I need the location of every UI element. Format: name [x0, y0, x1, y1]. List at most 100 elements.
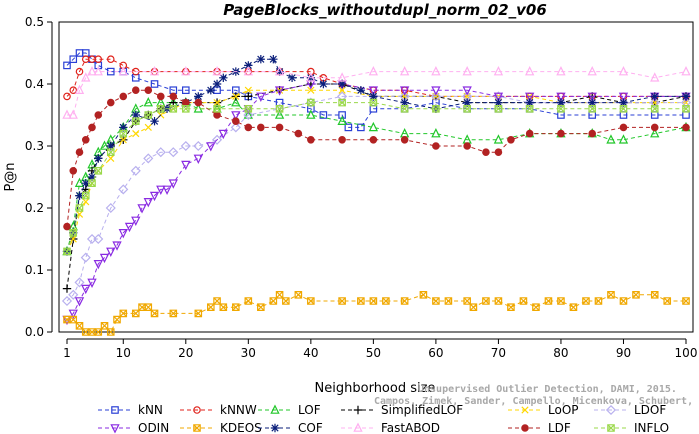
- data-point: [650, 92, 659, 101]
- data-point: [607, 291, 615, 299]
- x-tick-label: 50: [366, 346, 381, 360]
- data-point: [275, 123, 284, 132]
- data-point: [231, 97, 241, 107]
- data-point: [650, 128, 660, 138]
- data-point: [181, 105, 190, 113]
- data-point: [663, 297, 672, 305]
- data-point: [482, 148, 490, 157]
- chart-title: PageBlocks_withoutdupl_norm_02_v06: [223, 1, 547, 19]
- data-point: [131, 86, 140, 95]
- data-point: [274, 86, 285, 96]
- data-point: [357, 123, 365, 132]
- data-point: [399, 66, 410, 76]
- data-point: [494, 148, 503, 157]
- data-point: [307, 86, 315, 94]
- legend-label: LOF: [298, 403, 321, 417]
- data-point: [432, 105, 440, 113]
- series-inflo: [63, 98, 690, 256]
- data-point: [69, 167, 78, 175]
- data-point: [462, 66, 472, 76]
- data-point: [525, 129, 534, 138]
- data-point: [168, 147, 179, 158]
- data-point: [106, 141, 115, 151]
- data-point: [270, 404, 280, 414]
- data-point: [368, 86, 379, 96]
- y-tick-label: 0.0: [25, 325, 44, 339]
- data-point: [61, 295, 73, 307]
- data-point: [682, 297, 690, 305]
- data-point: [194, 98, 203, 107]
- data-point: [118, 184, 129, 195]
- watermark-line-1: Unsupervised Outlier Detection, DAMI, 20…: [418, 383, 677, 395]
- data-point: [168, 179, 178, 189]
- data-point: [307, 136, 315, 144]
- data-point: [213, 105, 221, 113]
- data-point: [130, 165, 141, 176]
- data-point: [419, 291, 428, 299]
- data-point: [680, 97, 692, 108]
- data-point: [650, 123, 659, 132]
- data-point: [194, 309, 203, 318]
- x-axis: 1 10 20 30 40 50 60 70 80 90 100: [63, 338, 697, 360]
- x-tick-label: 20: [178, 346, 193, 360]
- data-point: [507, 136, 515, 144]
- data-point: [463, 142, 471, 150]
- data-point: [353, 422, 363, 432]
- data-point: [618, 134, 629, 144]
- data-point: [400, 105, 409, 113]
- x-tick-label: 60: [428, 346, 443, 360]
- data-point: [493, 134, 504, 144]
- data-point: [181, 66, 191, 76]
- data-point: [93, 66, 103, 76]
- data-point: [525, 92, 535, 102]
- data-point: [112, 241, 122, 251]
- data-point: [587, 92, 597, 102]
- data-point: [256, 55, 266, 64]
- data-point: [68, 289, 79, 300]
- data-point: [431, 128, 441, 138]
- data-point: [619, 105, 628, 113]
- data-point: [93, 260, 103, 270]
- legend-label: LDF: [548, 421, 571, 434]
- legend: kNN kNNW LOF SimplifiedLOF LoOP LDOF ODIN KDEOS…: [98, 403, 669, 434]
- data-point: [432, 142, 440, 150]
- legend-label: COF: [298, 421, 323, 434]
- data-point: [353, 405, 363, 415]
- data-point: [494, 98, 503, 107]
- data-point: [649, 97, 660, 108]
- data-point: [213, 111, 221, 119]
- data-point: [80, 252, 91, 263]
- data-point: [212, 134, 223, 145]
- data-point: [143, 97, 153, 107]
- data-point: [338, 86, 346, 94]
- data-point: [493, 92, 504, 102]
- data-point: [119, 123, 128, 132]
- data-point: [521, 424, 529, 432]
- data-point: [356, 86, 366, 95]
- x-axis-label: Neighborhood size: [315, 381, 436, 396]
- data-point: [94, 111, 103, 119]
- legend-label: LDOF: [634, 403, 666, 417]
- series-layer: [61, 49, 692, 336]
- data-point: [469, 303, 478, 311]
- data-point: [682, 123, 690, 132]
- data-point: [230, 122, 241, 133]
- y-tick-label: 0.1: [25, 263, 44, 277]
- data-point: [181, 160, 191, 171]
- data-point: [75, 148, 84, 157]
- data-point: [149, 191, 160, 202]
- data-point: [88, 179, 96, 187]
- data-point: [525, 66, 535, 76]
- data-point: [243, 109, 253, 119]
- data-point: [106, 328, 115, 336]
- data-point: [587, 66, 597, 76]
- data-point: [87, 278, 97, 288]
- data-point: [588, 105, 597, 113]
- y-tick-label: 0.2: [25, 201, 44, 215]
- data-point: [68, 109, 78, 119]
- data-point: [432, 297, 440, 305]
- data-point: [213, 297, 221, 305]
- watermark: Unsupervised Outlier Detection, DAMI, 20…: [374, 383, 699, 407]
- legend-item-kdeos: KDEOS: [180, 421, 262, 434]
- y-tick-label: 0.3: [25, 139, 44, 153]
